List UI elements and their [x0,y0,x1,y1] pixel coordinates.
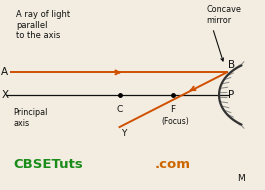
Text: CBSETuts: CBSETuts [14,158,83,171]
Text: Principal
axis: Principal axis [14,108,48,128]
Text: A: A [1,67,8,77]
Text: X: X [1,90,8,100]
Text: Concave
mirror: Concave mirror [206,5,241,25]
Text: M: M [237,174,245,183]
Text: P: P [228,90,234,100]
Text: B: B [228,59,235,70]
Text: F: F [170,105,175,114]
Text: A ray of light
parallel
to the axis: A ray of light parallel to the axis [16,10,70,40]
Text: (Focus): (Focus) [161,117,189,126]
Text: C: C [116,105,123,114]
Text: Y: Y [121,129,126,138]
Text: .com: .com [154,158,191,171]
